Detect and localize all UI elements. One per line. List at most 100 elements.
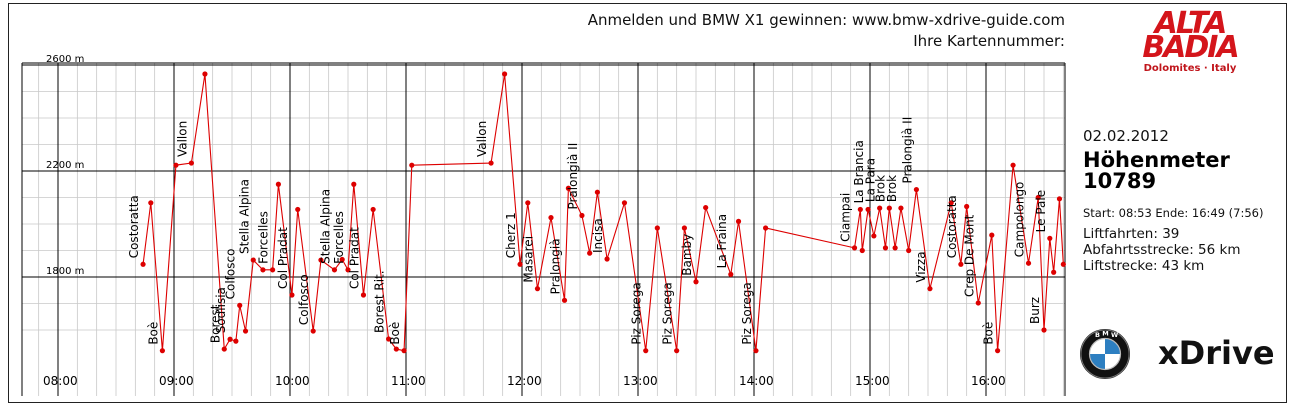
elevation-value: 10789 (1083, 169, 1157, 193)
lift-label: Vizza (914, 251, 928, 282)
lift-distance: Liftstrecke: 43 km (1083, 258, 1205, 274)
lift-label: Piz Sorega (740, 282, 754, 344)
elevation-point (310, 328, 316, 334)
downhill-distance: Abfahrtsstrecke: 56 km (1083, 242, 1241, 258)
elevation-point (579, 212, 585, 219)
logo-line-1: ALTA (1154, 6, 1228, 41)
elevation-point (339, 256, 345, 263)
elevation-point (233, 338, 239, 344)
elevation-point (345, 267, 351, 273)
svg-text:M: M (1102, 329, 1108, 337)
lift-label: Campolongo (1013, 182, 1027, 258)
lift-label: Ciampai (839, 193, 853, 242)
elevation-point (260, 267, 266, 273)
lift-label: Bamby (680, 234, 694, 276)
elevation-point (148, 200, 154, 206)
y-tick-label: 2600 m (46, 54, 84, 65)
x-tick-label: 14:00 (739, 374, 774, 388)
lift-label: Boè (146, 322, 160, 345)
elevation-point (654, 225, 660, 231)
lift-label: Burz (1028, 297, 1042, 324)
elevation-point (851, 245, 858, 251)
elevation-point (221, 346, 227, 352)
elevation-point (1041, 327, 1047, 333)
bmw-roundel-icon: B M W (1080, 329, 1130, 379)
lift-label: Pralongià (549, 238, 563, 294)
elevation-point (882, 245, 889, 251)
lift-label: Vallon (175, 121, 189, 157)
lift-label: Colfosco (297, 274, 311, 325)
chart-grid (22, 63, 1065, 396)
lift-label: Boè (982, 322, 996, 345)
y-tick-label: 2200 m (46, 160, 84, 171)
svg-text:B: B (1095, 331, 1100, 339)
elevation-point (250, 257, 256, 263)
elevation-point (906, 247, 912, 254)
x-tick-label: 10:00 (275, 374, 310, 388)
lift-label: Brok (873, 175, 887, 202)
elevation-point (502, 71, 508, 77)
lift-label: Brok (885, 175, 899, 202)
elevation-point (409, 162, 415, 168)
lift-label: Borest (208, 304, 222, 343)
elevation-point (188, 160, 194, 166)
elevation-point (735, 218, 742, 224)
elevation-point (173, 162, 179, 168)
elevation-point (242, 328, 249, 334)
elevation-series-line (142, 73, 1064, 352)
elevation-point (857, 206, 863, 213)
elevation-point (159, 348, 165, 354)
elevation-title: Höhenmeter (1083, 148, 1230, 172)
lift-label: Incisa (591, 218, 605, 253)
lift-count: Liftfahrten: 39 (1083, 226, 1180, 242)
elevation-chart: 08:00 09:00 10:00 11:00 12:00 13:00 14:00 15:00… (21, 54, 1066, 396)
elevation-point (643, 348, 649, 354)
elevation-point (913, 186, 920, 193)
elevation-point (517, 261, 523, 267)
logo-wordmark: ALTA BADIA (1140, 6, 1240, 63)
elevation-point (681, 225, 688, 231)
lift-label: Costoratta (945, 195, 959, 258)
elevation-point (202, 71, 208, 77)
elevation-point (674, 348, 680, 354)
elevation-point (865, 206, 871, 213)
elevation-point (548, 215, 554, 221)
elevation-point (565, 185, 572, 191)
lift-label: Piz Sorega (661, 282, 675, 344)
lift-label: Pralongià II (566, 143, 580, 210)
elevation-point (237, 302, 243, 308)
elevation-point (604, 256, 610, 262)
elevation-point (958, 261, 964, 267)
elevation-point (227, 336, 233, 342)
promo-line[interactable]: Anmelden und BMW X1 gewinnen: www.bmw-xd… (587, 11, 1065, 29)
chart-header: Anmelden und BMW X1 gewinnen: www.bmw-xd… (588, 10, 1065, 52)
lift-label: Costoratta (127, 195, 141, 258)
elevation-point (360, 292, 367, 298)
elevation-point (587, 250, 593, 256)
elevation-point (331, 267, 338, 273)
lift-label: Col Pradat (276, 227, 290, 289)
elevation-point (370, 206, 376, 213)
elevation-point (1056, 196, 1063, 202)
elevation-point (877, 205, 883, 211)
lift-label: Colfosco (224, 249, 238, 300)
alta-badia-logo: ALTA BADIA Dolomites · Italy (1140, 6, 1240, 75)
lift-label: La Fraina (715, 214, 729, 268)
elevation-point (318, 257, 324, 263)
elevation-point (621, 200, 628, 206)
elevation-point (270, 267, 276, 273)
xdrive-wordmark: xDrive (1158, 334, 1275, 372)
session-times: Start: 08:53 Ende: 16:49 (7:56) (1083, 206, 1264, 220)
elevation-point (295, 206, 301, 213)
lift-label-layer: CostorattaBoèVallonBorestSodlisiaColfosc… (127, 117, 1048, 345)
elevation-point (401, 348, 407, 354)
session-date: 02.02.2012 (1083, 127, 1169, 145)
elevation-point (525, 200, 531, 206)
elevation-point (386, 336, 392, 342)
elevation-point (975, 300, 981, 306)
y-tick-label: 1800 m (46, 266, 84, 277)
elevation-point (964, 203, 970, 210)
lift-label: Borest Rit. (373, 270, 387, 333)
elevation-point (927, 286, 933, 292)
elevation-line-layer (140, 71, 1066, 354)
